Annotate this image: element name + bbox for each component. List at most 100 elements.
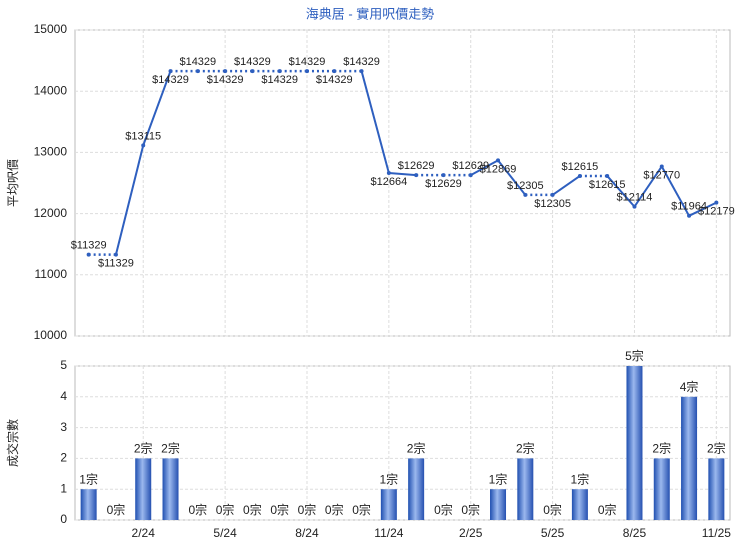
point [577, 173, 582, 178]
line-segment [633, 165, 663, 208]
data-label: 0宗 [434, 502, 453, 517]
point [113, 252, 118, 257]
x-tick-label: 11/24 [374, 526, 403, 540]
x-tick-label: 11/25 [702, 526, 731, 540]
y-tick-label: 1 [60, 481, 67, 495]
data-label: $14329 [261, 74, 298, 86]
data-label: 0宗 [298, 502, 317, 517]
bar [681, 396, 698, 520]
data-label: 2宗 [652, 441, 671, 456]
point [168, 69, 173, 74]
data-label: 0宗 [107, 502, 126, 517]
bar [517, 458, 534, 520]
line-segment [114, 145, 145, 255]
data-label: 1宗 [79, 471, 98, 486]
data-label: 0宗 [216, 502, 235, 517]
data-label: 0宗 [598, 502, 617, 517]
data-label: $12770 [643, 169, 680, 181]
chart-title: 海典居 - 實用呎價走勢 [306, 6, 435, 21]
point [250, 69, 255, 74]
data-label: $14329 [179, 56, 216, 68]
y-tick-label: 3 [60, 420, 67, 434]
point [277, 69, 282, 74]
point [714, 200, 719, 205]
x-tick-label: 2/24 [132, 526, 156, 540]
y-tick-label: 0 [60, 512, 67, 526]
y-tick-label: 15000 [34, 22, 68, 36]
x-tick-label: 8/24 [295, 526, 319, 540]
y-tick-label: 5 [60, 358, 67, 372]
data-label: $12629 [425, 178, 462, 190]
data-label: 0宗 [270, 502, 289, 517]
data-label: 2宗 [134, 441, 153, 456]
data-label: $12615 [562, 161, 599, 173]
line-segment [142, 70, 172, 146]
data-label: $12305 [507, 180, 544, 192]
line-segment [688, 201, 717, 217]
line-segment [470, 159, 499, 176]
data-label: $11964 [671, 201, 707, 213]
point [195, 69, 200, 74]
data-label: 2宗 [161, 441, 180, 456]
data-label: $14329 [207, 74, 244, 86]
y-tick-label: 10000 [34, 328, 68, 342]
data-label: $14329 [152, 74, 189, 86]
line-segment [660, 165, 690, 217]
point [550, 192, 555, 197]
point [441, 173, 446, 178]
data-label: $14329 [316, 74, 353, 86]
point [659, 164, 664, 169]
y-tick-label: 13000 [34, 145, 68, 159]
data-label: $12629 [398, 160, 435, 172]
y-tick-label: 12000 [34, 206, 68, 220]
data-label: 2宗 [707, 441, 726, 456]
x-tick-label: 8/25 [623, 526, 647, 540]
point [414, 173, 419, 178]
point [304, 69, 309, 74]
x-tick-label: 5/24 [213, 526, 237, 540]
data-label: 0宗 [243, 502, 262, 517]
data-label: $12664 [370, 176, 407, 188]
y-tick-label: 4 [60, 389, 67, 403]
data-label: $13115 [125, 130, 161, 142]
bar [571, 489, 588, 520]
bar [162, 458, 179, 520]
data-label: $12305 [534, 198, 571, 210]
point [223, 69, 228, 74]
data-label: $12114 [617, 192, 653, 204]
data-label: $11329 [71, 240, 107, 252]
point [687, 213, 692, 218]
point [386, 170, 391, 175]
y-tick-label: 11000 [35, 267, 68, 281]
x-tick-label: 5/25 [541, 526, 565, 540]
data-label: 4宗 [680, 379, 699, 394]
point [86, 252, 91, 257]
bar [626, 366, 643, 520]
y-tick-label: 14000 [34, 83, 68, 97]
point [523, 192, 528, 197]
data-label: $12615 [589, 179, 626, 191]
data-label: 0宗 [461, 502, 480, 517]
point [496, 158, 501, 163]
line-segment [552, 175, 581, 196]
bar [408, 458, 425, 520]
y-tick-label: 2 [60, 451, 67, 465]
bar [80, 489, 97, 520]
point [605, 173, 610, 178]
point [468, 173, 473, 178]
line-segment [497, 159, 527, 196]
data-label: 1宗 [489, 471, 508, 486]
line-segment [360, 70, 390, 174]
data-label: $14329 [289, 56, 326, 68]
point [359, 69, 364, 74]
data-label: 2宗 [516, 441, 535, 456]
data-label: 1宗 [380, 471, 399, 486]
data-label: 1宗 [571, 471, 590, 486]
data-label: 0宗 [325, 502, 344, 517]
data-label: 0宗 [188, 502, 207, 517]
data-label: $14329 [234, 56, 271, 68]
bar [380, 489, 397, 520]
x-tick-label: 2/25 [459, 526, 483, 540]
y-axis-label: 平均呎價 [6, 159, 20, 207]
